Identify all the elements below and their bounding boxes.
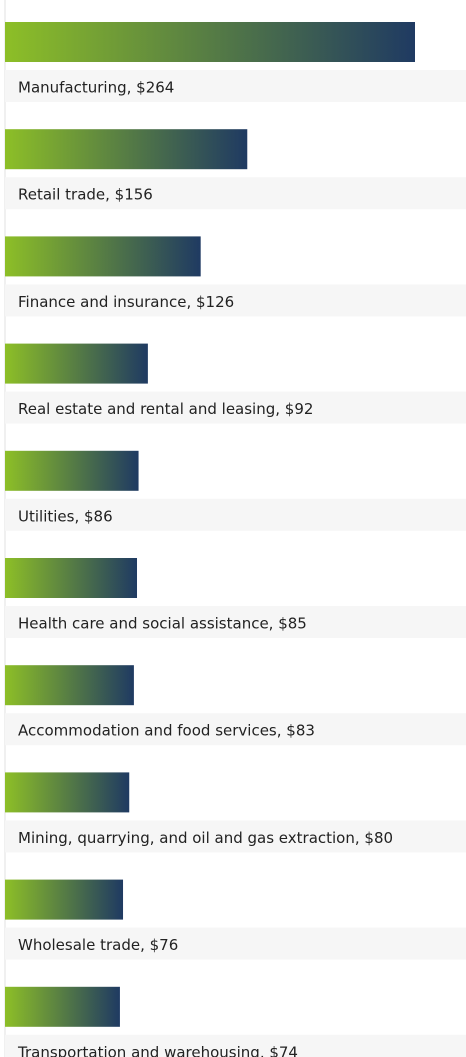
bar-label: Transportation and warehousing, $74 (17, 1043, 298, 1057)
bar (5, 236, 201, 277)
bar-label: Manufacturing, $264 (18, 79, 174, 97)
bar-label: Wholesale trade, $76 (18, 936, 178, 954)
bar-label: Utilities, $86 (18, 507, 113, 525)
bar-label: Mining, quarrying, and oil and gas extra… (18, 829, 393, 847)
label-band (5, 1034, 466, 1057)
bar (5, 772, 130, 813)
label-band (5, 927, 466, 960)
bar-label: Retail trade, $156 (18, 186, 153, 204)
label-band (5, 177, 466, 210)
bar-label: Real estate and rental and leasing, $92 (18, 400, 313, 418)
bar (5, 22, 415, 62)
bar-label: Finance and insurance, $126 (18, 293, 234, 311)
bar-label: Accommodation and food services, $83 (18, 722, 315, 740)
label-band (5, 713, 466, 746)
bar (5, 879, 124, 920)
bar (5, 665, 134, 706)
bar (5, 986, 120, 1027)
bar-label: Health care and social assistance, $85 (18, 615, 307, 633)
bar (5, 129, 248, 170)
label-band (5, 70, 466, 102)
bar (5, 343, 148, 384)
label-band (5, 606, 466, 638)
label-band (5, 498, 466, 531)
label-band (5, 820, 466, 853)
bar (5, 450, 139, 491)
bar (5, 558, 138, 598)
label-band (5, 284, 466, 317)
label-band (5, 391, 466, 424)
